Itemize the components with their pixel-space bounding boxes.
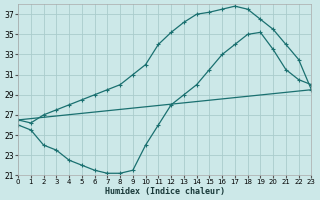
X-axis label: Humidex (Indice chaleur): Humidex (Indice chaleur)	[105, 187, 225, 196]
